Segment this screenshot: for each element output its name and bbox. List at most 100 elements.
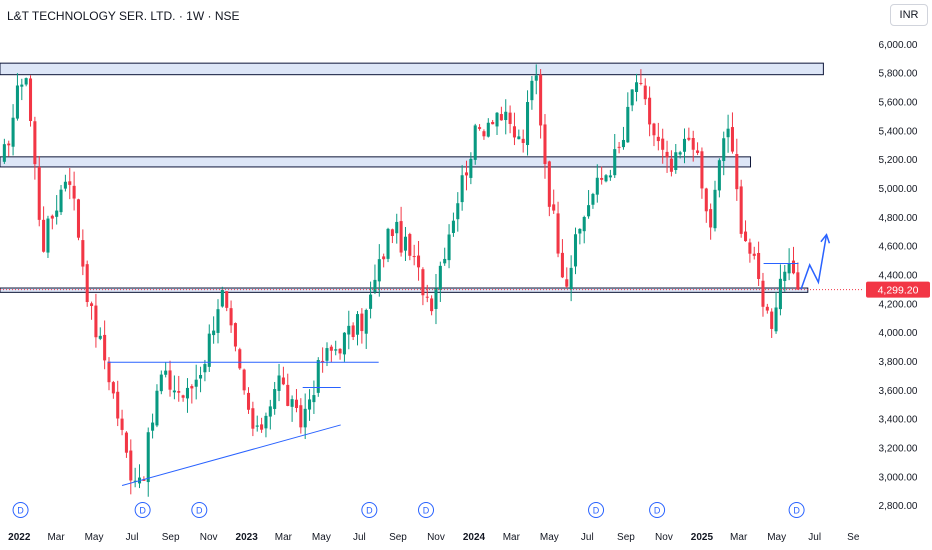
y-tick-label: 4,400.00 (879, 271, 918, 282)
candle-body (722, 138, 726, 162)
candle-body (796, 272, 800, 290)
candle-body (364, 309, 368, 334)
dividend-marker-label: D (793, 506, 800, 516)
candle-body (543, 124, 547, 165)
x-tick-label: Sep (617, 532, 635, 543)
candle-body (2, 144, 6, 162)
candle-body (325, 348, 329, 361)
candle-body (504, 111, 508, 121)
zone-2 (0, 156, 752, 168)
candles (2, 64, 800, 497)
candle-body (770, 311, 774, 329)
x-tick-label: Mar (47, 532, 65, 543)
candle-body (7, 143, 11, 146)
candle-body (46, 218, 50, 253)
candle-body (164, 370, 168, 375)
candle-body (456, 203, 460, 220)
candle-body (177, 391, 181, 393)
candle-body (220, 289, 224, 307)
candle-body (111, 382, 115, 394)
candle-body (648, 97, 652, 125)
y-axis: 2,800.00 3,000.00 3,200.00 3,400.00 3,600.00… (879, 40, 918, 512)
candle-body (508, 112, 512, 124)
candle-body (290, 399, 294, 407)
candle-body (338, 348, 342, 354)
projection-arrow-head (820, 233, 831, 244)
candle-body (521, 138, 525, 143)
candle-body (273, 389, 277, 409)
candle-body (613, 149, 617, 176)
x-tick-label: Se (847, 532, 860, 543)
candle-body (713, 189, 717, 229)
x-tick-label: Sep (162, 532, 180, 543)
candle-body (76, 199, 81, 238)
candle-body (116, 391, 120, 419)
y-tick-label: 3,200.00 (879, 444, 918, 455)
dividend-marker-label: D (196, 506, 203, 516)
x-tick-label: 2023 (236, 532, 259, 543)
candle-body (674, 152, 678, 170)
candle-body (425, 296, 429, 298)
last-price-tag-bg (866, 281, 930, 298)
y-tick-label: 3,800.00 (879, 357, 918, 368)
candle-body (643, 85, 647, 100)
candle-body (212, 330, 216, 336)
candle-body (682, 138, 687, 152)
candle-body (395, 221, 399, 234)
candle-body (565, 279, 569, 287)
candle-body (312, 395, 316, 403)
candle-body (264, 415, 268, 429)
candle-body (696, 150, 700, 153)
x-tick-label: Jul (808, 532, 821, 543)
y-tick-label: 3,000.00 (879, 472, 918, 483)
candle-body (33, 121, 37, 165)
candle-body (412, 256, 416, 258)
candle-body (652, 123, 656, 136)
candle-body (604, 175, 608, 182)
candle-body (582, 217, 586, 232)
candle-body (569, 267, 573, 290)
x-tick-label: 2024 (463, 532, 486, 543)
candle-body (417, 255, 421, 268)
candle-body (560, 252, 564, 278)
x-tick-label: Mar (730, 532, 748, 543)
candle-body (464, 172, 469, 176)
candle-body (495, 112, 499, 127)
candle-body (443, 258, 447, 264)
y-tick-label: 5,200.00 (879, 155, 918, 166)
candle-body (181, 395, 185, 398)
candle-body (687, 137, 691, 140)
candle-body (229, 308, 233, 326)
dividend-marker (649, 502, 666, 518)
y-tick-label: 6,000.00 (879, 40, 918, 51)
candle-body (534, 75, 538, 81)
trend-lines (107, 263, 799, 486)
candle-body (185, 387, 189, 399)
candle-body (294, 399, 298, 408)
candle-body (142, 479, 146, 481)
y-tick-label: 5,800.00 (879, 69, 918, 80)
candle-body (246, 392, 251, 410)
candle-body (15, 85, 19, 119)
candle-body (486, 122, 490, 137)
candle-body (748, 242, 752, 254)
candle-body (203, 364, 207, 373)
y-tick-label: 3,400.00 (879, 415, 918, 426)
x-tick-label: May (540, 532, 559, 543)
candle-body (355, 314, 360, 335)
candle-body (617, 146, 621, 148)
candle-body (81, 240, 85, 267)
candle-body (260, 424, 264, 430)
currency-button[interactable]: INR (890, 4, 928, 26)
candle-body (172, 390, 176, 393)
candle-body (159, 374, 163, 392)
candle-body (20, 84, 24, 87)
candle-body (469, 158, 473, 178)
candle-body (635, 82, 639, 92)
candle-body (133, 480, 137, 482)
candle-body (72, 185, 76, 199)
